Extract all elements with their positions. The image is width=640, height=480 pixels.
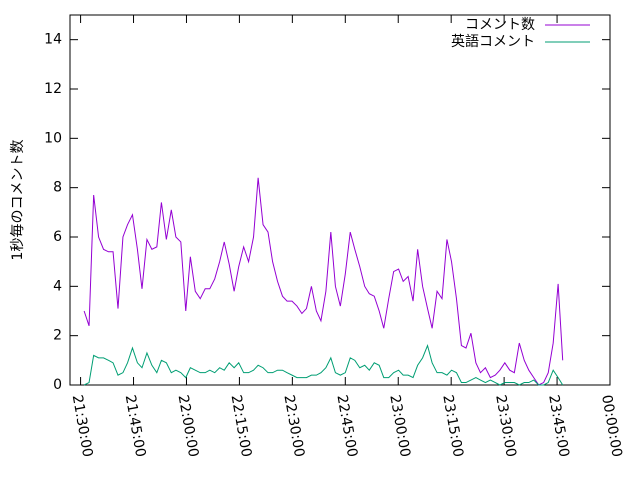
x-tick-label: 23:00:00 — [386, 394, 413, 459]
y-tick-label: 6 — [53, 229, 62, 245]
x-tick-label: 00:00:00 — [598, 394, 625, 459]
x-tick-label: 21:45:00 — [122, 394, 149, 459]
plot-frame — [69, 14, 611, 386]
x-tick-label: 22:00:00 — [175, 394, 202, 459]
x-tick-label: 22:15:00 — [228, 394, 255, 459]
y-axis-label: 1秒毎のコメント数 — [10, 140, 26, 261]
y-tick-label: 4 — [53, 278, 62, 294]
series-line — [83, 343, 564, 386]
x-tick-label: 21:30:00 — [69, 394, 96, 459]
legend-label: 英語コメント — [451, 33, 535, 50]
y-tick-label: 12 — [44, 81, 62, 97]
x-tick-label: 23:30:00 — [492, 394, 519, 459]
y-tick-label: 8 — [53, 180, 62, 196]
x-tick-label: 23:45:00 — [545, 394, 572, 459]
legend-label: コメント数 — [465, 17, 535, 33]
x-tick-label: 22:30:00 — [280, 394, 307, 459]
x-tick-label: 22:45:00 — [333, 394, 360, 459]
y-tick-label: 14 — [44, 32, 62, 48]
series-line — [83, 177, 564, 386]
y-tick-label: 2 — [53, 328, 62, 344]
y-tick-label: 10 — [44, 130, 62, 146]
y-tick-label: 0 — [53, 377, 62, 393]
x-tick-label: 23:15:00 — [439, 394, 466, 459]
